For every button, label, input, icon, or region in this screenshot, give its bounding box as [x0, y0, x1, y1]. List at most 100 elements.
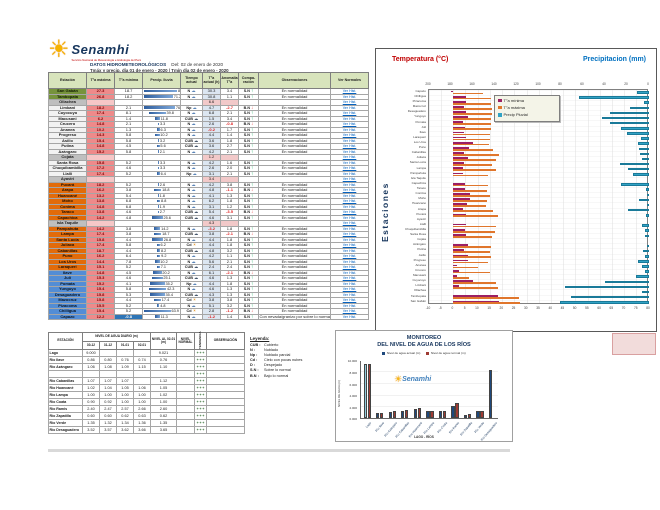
precip-chart-bar	[636, 91, 649, 94]
tmax-bar	[453, 200, 488, 202]
precip-value: 8.2	[160, 248, 167, 253]
comparison-code: B.N	[243, 188, 252, 193]
precip-bar	[156, 249, 161, 252]
weather-code: N	[187, 94, 192, 99]
history-link[interactable]: Ver Hist.	[342, 210, 357, 215]
history-link[interactable]: Ver Hist.	[342, 204, 357, 209]
precip-value: 7.1	[160, 265, 166, 270]
precip-chart-bar	[646, 214, 649, 217]
history-link[interactable]: Ver Hist.	[342, 94, 357, 99]
level-cell: 1.07	[99, 377, 117, 385]
history-link[interactable]: Ver Hist.	[342, 314, 357, 319]
tmin-bar	[453, 116, 468, 118]
history-link[interactable]: Ver Hist.	[342, 160, 357, 165]
comparison-code: S.N	[243, 248, 251, 253]
table-row: Río Ramis 2.40 2.47 2.57 2.66 2.60 + + +	[48, 405, 245, 413]
level-cell: 2.47	[99, 405, 117, 413]
tmax-bar	[453, 143, 489, 146]
tmin-bar	[453, 269, 459, 272]
today-cell: 1.12	[150, 377, 177, 385]
level-cell	[133, 370, 151, 378]
precip-value: 76.3	[175, 105, 181, 110]
precip-axis-tick: 60	[580, 82, 584, 86]
date-header: 01-01	[116, 340, 134, 350]
history-link[interactable]: Ver Hist.	[342, 127, 357, 132]
temp-axis-tick: 60	[597, 306, 601, 310]
history-link[interactable]: Ver Hist.	[342, 248, 357, 253]
precip-bar	[157, 128, 160, 131]
history-link[interactable]: Ver Hist.	[342, 237, 357, 242]
report-subtitle: Tmáx y precip. día 01 de enero - 2020 / …	[90, 68, 229, 73]
comparison-code: S.N	[243, 204, 251, 209]
history-link-cell: Ver Hist.	[330, 297, 369, 304]
report-date: Del: 02 de enero de 2020	[171, 62, 224, 67]
precip-value: 25.6	[163, 215, 171, 220]
comparison-code: S.N	[243, 265, 251, 270]
tmin-bar	[453, 285, 459, 287]
rivers-header-row: ESTACIÓN NIVEL DE AGUA DIARIO (m) NIVEL AL…	[48, 331, 245, 350]
trend-cell: + + +	[194, 412, 207, 420]
history-link[interactable]: Ver Hist.	[342, 122, 357, 127]
history-link[interactable]: Ver Hist.	[342, 232, 357, 237]
history-link[interactable]: Ver Hist.	[342, 138, 357, 143]
station-tick-label: Limbani	[415, 284, 426, 288]
history-link[interactable]: Ver Hist.	[342, 259, 357, 264]
history-link[interactable]: Ver Hist.	[342, 254, 357, 259]
river-name-cell: Río Coata	[48, 398, 83, 406]
station-tick-label: Azángaro	[412, 243, 426, 247]
precip-bar	[157, 161, 160, 164]
history-link[interactable]: Ver Hist.	[342, 221, 357, 226]
trend-cell: + + +	[194, 377, 207, 385]
station-tick-label: Crucero	[415, 268, 426, 272]
temp-axis-tick: 75	[633, 306, 638, 310]
history-link[interactable]: Ver Hist.	[342, 303, 357, 308]
history-link[interactable]: Ver Hist.	[342, 100, 357, 105]
history-link[interactable]: Ver Hist.	[342, 243, 357, 248]
legend-label: Bajo lo normal	[264, 373, 289, 378]
table-row: Puno 16.2 6.4 9.2 N ☁ 4.2 1.1 S.N ↑ En normalida…	[48, 253, 369, 260]
history-link[interactable]: Ver Hist.	[342, 105, 357, 110]
history-link[interactable]: Ver Hist.	[342, 133, 357, 138]
history-link[interactable]: Ver Hist.	[342, 166, 357, 171]
observation-cell	[206, 370, 245, 378]
tmin-bar	[453, 152, 465, 154]
history-link[interactable]: Ver Hist.	[342, 265, 357, 270]
table-row: Río Coata 0.90 0.92 1.00 1.00 1.00 + + +	[48, 398, 245, 406]
comparison-cell: S.N ↑	[238, 313, 259, 320]
history-link[interactable]: Ver Hist.	[342, 226, 357, 231]
history-link[interactable]: Ver Hist.	[342, 309, 357, 314]
history-link[interactable]: Ver Hist.	[342, 276, 357, 281]
history-link[interactable]: Ver Hist.	[342, 111, 357, 116]
trend-cell: + + +	[194, 370, 207, 378]
river-chart-title-line2: DEL NIVEL DE AGUA DE LOS RÍOS	[377, 342, 471, 348]
level-cell: 0.92	[99, 398, 117, 406]
history-link[interactable]: Ver Hist.	[342, 292, 357, 297]
history-link[interactable]: Ver Hist.	[342, 177, 357, 182]
temp-chart-title: Temperatura (°C)	[392, 56, 449, 63]
history-link[interactable]: Ver Hist.	[342, 116, 357, 121]
history-link[interactable]: Ver Hist.	[342, 149, 357, 154]
history-link[interactable]: Ver Hist.	[342, 287, 357, 292]
history-link[interactable]: Ver Hist.	[342, 199, 357, 204]
history-link[interactable]: Ver Hist.	[342, 215, 357, 220]
history-link[interactable]: Ver Hist.	[342, 89, 357, 94]
history-link[interactable]: Ver Hist.	[342, 144, 357, 149]
history-link[interactable]: Ver Hist.	[342, 182, 357, 187]
history-link[interactable]: Ver Hist.	[342, 281, 357, 286]
column-header: Anomalía T°a	[220, 72, 239, 89]
history-link[interactable]: Ver Hist.	[342, 188, 357, 193]
precip-value: 2.1	[159, 149, 165, 154]
history-link[interactable]: Ver Hist.	[342, 298, 357, 303]
history-link[interactable]: Ver Hist.	[342, 155, 357, 160]
weather-code: CUB	[184, 276, 195, 281]
cloud-icon: ☁	[192, 281, 197, 286]
history-link[interactable]: Ver Hist.	[342, 193, 357, 198]
history-link[interactable]: Ver Hist.	[342, 171, 357, 176]
arrow-up-icon: ↑	[250, 253, 254, 259]
history-link[interactable]: Ver Hist.	[342, 270, 357, 275]
precip-value: 3.3	[159, 160, 166, 165]
observation-cell	[206, 426, 245, 434]
level-cell: 1.06	[82, 363, 100, 371]
actual-bar	[426, 410, 430, 418]
precip-chart-bar	[642, 157, 649, 161]
